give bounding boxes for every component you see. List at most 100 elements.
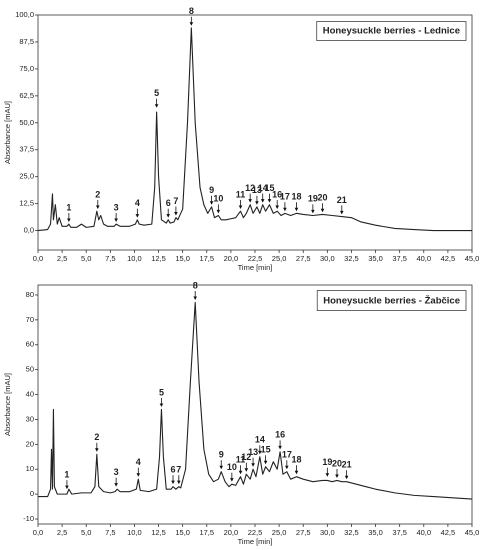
x-tick-label: 27,5 xyxy=(296,528,311,537)
peak-label: 16 xyxy=(272,189,282,199)
peak-arrowhead xyxy=(230,478,234,482)
y-tick-label: 100,0 xyxy=(15,10,34,19)
peak-label: 12 xyxy=(245,183,255,193)
y-tick-label: 0 xyxy=(30,489,34,498)
plot-frame xyxy=(37,284,473,525)
x-tick-label: 42,5 xyxy=(441,528,456,537)
y-tick-label: 75,0 xyxy=(19,64,34,73)
x-tick-label: 0,0 xyxy=(33,528,43,537)
x-tick-label: 30,0 xyxy=(320,528,335,537)
peak-arrowhead xyxy=(154,104,159,108)
x-tick-label: 22,5 xyxy=(248,528,263,537)
peak-arrowhead xyxy=(260,199,265,203)
x-tick-label: 5,0 xyxy=(81,254,91,263)
peak-label: 2 xyxy=(95,189,100,199)
x-tick-label: 2,5 xyxy=(57,528,67,537)
plot-frame xyxy=(37,14,473,251)
peak-label: 12 xyxy=(241,452,251,462)
x-tick-label: 22,5 xyxy=(248,254,263,263)
peak-arrowhead xyxy=(325,473,330,477)
peak-label: 8 xyxy=(189,6,194,16)
y-tick-label: 60 xyxy=(26,340,34,349)
peak-arrowhead xyxy=(209,201,214,205)
peak-arrowhead xyxy=(278,445,282,450)
peak-arrowhead xyxy=(285,465,289,470)
peak-label: 17 xyxy=(282,450,292,460)
peak-arrowhead xyxy=(193,296,198,300)
peak-label: 14 xyxy=(258,183,268,193)
peak-label: 15 xyxy=(264,183,274,193)
y-tick-label: 50 xyxy=(26,365,34,374)
peak-arrowhead xyxy=(159,403,164,407)
peak-arrowhead xyxy=(171,480,175,485)
y-tick-label: 80 xyxy=(26,290,34,299)
peak-arrowhead xyxy=(238,205,243,210)
peak-arrowhead xyxy=(216,209,221,214)
y-tick-label: -10 xyxy=(23,514,34,523)
peak-label: 11 xyxy=(236,455,246,465)
peak-label: 6 xyxy=(171,465,176,475)
x-tick-label: 35,0 xyxy=(368,528,383,537)
peak-arrowhead xyxy=(189,22,194,26)
peak-label: 15 xyxy=(261,445,271,455)
y-axis-label: Absorbance [mAU] xyxy=(3,373,12,436)
peak-label: 10 xyxy=(227,462,237,472)
x-tick-label: 37,5 xyxy=(392,528,407,537)
chart-title: Honeysuckle berries - Žabčice xyxy=(323,295,460,307)
peak-label: 13 xyxy=(248,447,258,457)
x-tick-label: 25,0 xyxy=(272,254,287,263)
x-tick-label: 15,0 xyxy=(175,528,190,537)
x-tick-label: 12,5 xyxy=(151,528,166,537)
peak-arrowhead xyxy=(294,207,299,212)
peak-label: 6 xyxy=(166,198,171,208)
peak-label: 11 xyxy=(236,189,246,199)
peak-label: 7 xyxy=(173,196,178,206)
peak-arrowhead xyxy=(114,218,118,222)
peak-label: 9 xyxy=(219,450,224,460)
x-tick-label: 12,5 xyxy=(151,254,166,263)
peak-label: 14 xyxy=(255,435,265,445)
peak-arrowhead xyxy=(65,485,69,490)
title-box xyxy=(316,21,467,41)
peak-label: 18 xyxy=(291,192,301,202)
x-tick-label: 10,0 xyxy=(127,528,142,537)
x-tick-label: 7,5 xyxy=(105,528,115,537)
x-tick-label: 35,0 xyxy=(368,254,383,263)
peak-label: 7 xyxy=(176,465,181,475)
peak-label: 3 xyxy=(114,202,119,212)
y-tick-label: 50,0 xyxy=(19,118,34,127)
peak-arrowhead xyxy=(258,450,262,455)
y-tick-label: 0,0 xyxy=(24,226,34,235)
x-axis-label: Time [min] xyxy=(238,263,273,272)
x-tick-label: 32,5 xyxy=(344,254,359,263)
x-tick-label: 20,0 xyxy=(224,254,239,263)
peak-label: 2 xyxy=(94,432,99,442)
y-tick-label: 40 xyxy=(26,390,34,399)
peak-label: 4 xyxy=(136,457,141,467)
peak-label: 1 xyxy=(66,202,71,212)
peak-label: 21 xyxy=(337,195,347,205)
chart-title: Honeysuckle berries - Lednice xyxy=(323,26,460,37)
peak-arrowhead xyxy=(136,473,141,477)
peak-arrowhead xyxy=(255,201,259,205)
y-tick-label: 12,5 xyxy=(19,199,34,208)
peak-label: 17 xyxy=(280,192,290,202)
y-tick-label: 87,5 xyxy=(19,37,34,46)
peak-label: 4 xyxy=(135,198,140,208)
peak-label: 10 xyxy=(213,194,223,204)
peak-arrowhead xyxy=(263,460,268,465)
peak-label: 9 xyxy=(209,185,214,195)
peak-arrowhead xyxy=(340,210,344,215)
peak-label: 20 xyxy=(332,458,342,468)
x-tick-label: 15,0 xyxy=(175,254,190,263)
y-tick-label: 10 xyxy=(26,464,34,473)
x-tick-label: 5,0 xyxy=(81,528,91,537)
peak-arrowhead xyxy=(166,214,170,218)
peak-arrowhead xyxy=(114,483,118,487)
peak-arrowhead xyxy=(248,199,252,203)
peak-arrowhead xyxy=(320,208,325,213)
peak-arrowhead xyxy=(67,218,71,222)
y-tick-label: 20 xyxy=(26,439,34,448)
x-tick-label: 37,5 xyxy=(392,254,407,263)
peak-label: 13 xyxy=(252,185,262,195)
